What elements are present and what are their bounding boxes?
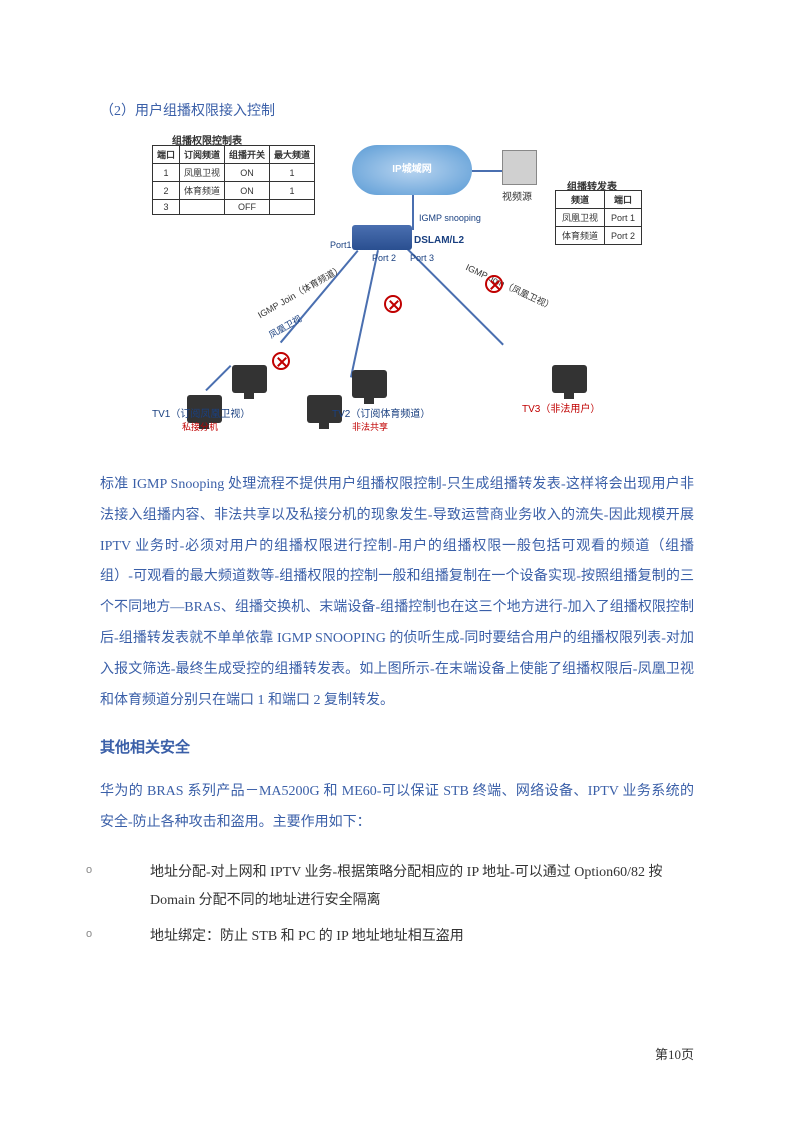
server-label: 视频源 (502, 188, 532, 203)
igmp-snooping-label: IGMP snooping (419, 213, 481, 223)
tv2-sublabel: 非法共享 (352, 420, 388, 433)
ctrl-td: 凤凰卫视 (180, 164, 225, 182)
ctrl-th: 端口 (153, 146, 180, 164)
tv1-label: TV1（订阅凤凰卫视） (152, 405, 250, 420)
list-item: 地址绑定：防止 STB 和 PC 的 IP 地址地址相互盗用 (100, 923, 694, 951)
dslam-label: DSLAM/L2 (414, 235, 464, 246)
tv-icon (352, 370, 387, 398)
dslam-icon (352, 225, 412, 250)
section-title: （2）用户组播权限接入控制 (100, 100, 694, 120)
join-label-3: IGMP Join（凤凰卫视） (464, 260, 556, 312)
port1-label: Port1 (330, 240, 352, 250)
ctrl-td: OFF (225, 200, 270, 215)
ctrl-td (270, 200, 315, 215)
fwd-th: 端口 (604, 191, 641, 209)
ctrl-td: 体育频道 (180, 182, 225, 200)
ctrl-td: ON (225, 182, 270, 200)
ctrl-th: 组播开关 (225, 146, 270, 164)
paragraph-2: 华为的 BRAS 系列产品－MA5200G 和 ME60-可以保证 STB 终端… (100, 777, 694, 839)
tv1-sublabel: 私接分机 (182, 420, 218, 433)
ctrl-td: ON (225, 164, 270, 182)
ctrl-td (180, 200, 225, 215)
tv2-label: TV2（订阅体育频道） (332, 405, 430, 420)
ctrl-td: 1 (270, 182, 315, 200)
list-item: 地址分配-对上网和 IPTV 业务-根据策略分配相应的 IP 地址-可以通过 O… (100, 859, 694, 915)
fwd-td: 凤凰卫视 (555, 209, 604, 227)
block-icon (272, 352, 290, 370)
fwd-td: Port 1 (604, 209, 641, 227)
control-table: 端口 订阅频道 组播开关 最大频道 1 凤凰卫视 ON 1 2 体育频道 ON … (152, 145, 315, 215)
heading-other-security: 其他相关安全 (100, 736, 694, 757)
fwd-td: Port 2 (604, 227, 641, 245)
ctrl-th: 订阅频道 (180, 146, 225, 164)
port3-label: Port 3 (410, 253, 434, 263)
page-number: 第10页 (655, 1044, 694, 1063)
paragraph-1: 标准 IGMP Snooping 处理流程不提供用户组播权限控制-只生成组播转发… (100, 470, 694, 716)
ctrl-td: 1 (153, 164, 180, 182)
ctrl-td: 3 (153, 200, 180, 215)
ip-cloud: IP城域网 (352, 145, 472, 195)
fwd-th: 频道 (555, 191, 604, 209)
block-icon (384, 295, 402, 313)
tv-icon (232, 365, 267, 393)
forward-table: 频道 端口 凤凰卫视 Port 1 体育频道 Port 2 (555, 190, 642, 245)
video-server-icon (502, 150, 537, 185)
tv3-label: TV3（非法用户） (522, 400, 600, 415)
tv-icon (552, 365, 587, 393)
ctrl-td: 2 (153, 182, 180, 200)
block-icon (485, 275, 503, 293)
bullet-list: 地址分配-对上网和 IPTV 业务-根据策略分配相应的 IP 地址-可以通过 O… (100, 859, 694, 951)
fwd-td: 体育频道 (555, 227, 604, 245)
network-diagram: 组播权限控制表 端口 订阅频道 组播开关 最大频道 1 凤凰卫视 ON 1 2 … (152, 140, 642, 440)
ctrl-th: 最大频道 (270, 146, 315, 164)
port2-label: Port 2 (372, 253, 396, 263)
ctrl-td: 1 (270, 164, 315, 182)
join-label-1: IGMP Join（体育频道） (255, 262, 345, 321)
